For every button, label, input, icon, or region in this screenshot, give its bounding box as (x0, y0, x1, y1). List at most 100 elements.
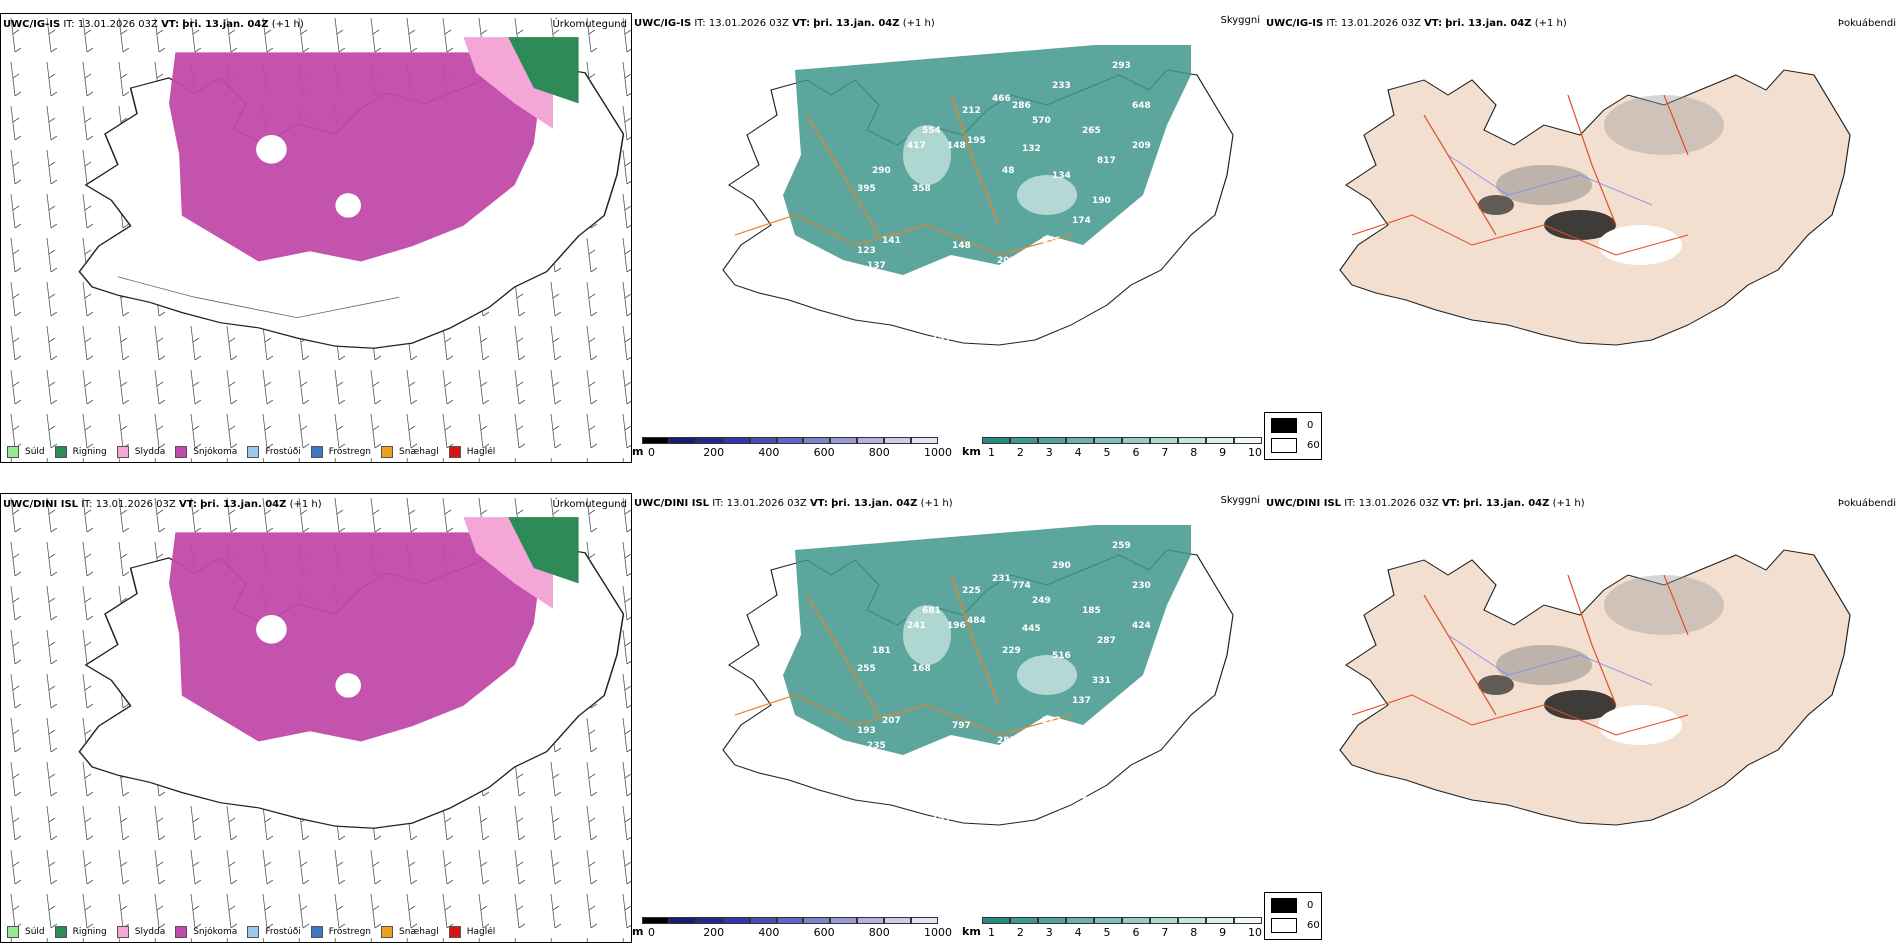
terrain-height-label: 484 (967, 616, 986, 626)
terrain-height-label: 249 (1112, 741, 1131, 751)
terrain-height-label: 290 (872, 166, 891, 176)
colorbar-segment (1178, 437, 1206, 444)
colorbar-tick-label: 7 (1161, 926, 1169, 939)
colorbar-tick-label: 2 (1016, 926, 1024, 939)
terrain-height-label: 185 (1082, 606, 1101, 616)
fog-map-row2 (1339, 549, 1851, 826)
terrain-height-label: 265 (1082, 126, 1101, 136)
terrain-height-label: 293 (1112, 61, 1131, 71)
terrain-height-label: 290 (1052, 561, 1071, 571)
vis-colorbar-row1: km 1 2 3 4 5 6 7 8 9 10 (962, 437, 1262, 463)
precip-header-row1: UWC/IG-IS IT: 13.01.2026 03Z VT: þri. 13… (3, 19, 304, 30)
colorbar-segment (884, 917, 912, 924)
colorbar-segment (803, 437, 831, 444)
legend-swatch (448, 446, 461, 458)
terrain-height-label: 175 (922, 266, 941, 276)
colorbar-tick-label: 7 (1161, 446, 1169, 459)
colorbar-segment (1122, 437, 1150, 444)
colorbar-segment (911, 917, 938, 924)
colorbar-tick-label: 8 (1190, 926, 1198, 939)
terrain-height-label: 163 (922, 746, 941, 756)
precip-legend-row1: Súld Rigning Slydda Snjókoma Frostúði Fr… (7, 446, 495, 458)
terrain-height-label: 205 (1032, 266, 1051, 276)
legend-swatch (247, 446, 260, 458)
vis-panel-row1: 293 648 233 286 466 212 554 417 148 195 570 132 265 8… (632, 13, 1264, 463)
terrain-height-label: 141 (882, 236, 901, 246)
colorbar-tick-label: 200 (703, 446, 725, 459)
terrain-height-label: 570 (1032, 116, 1051, 126)
terrain-height-label: 203 (997, 256, 1016, 266)
terrain-height-label: 193 (857, 726, 876, 736)
colorbar-segment (1206, 917, 1234, 924)
terrain-height-label: 231 (992, 574, 1011, 584)
colorbar-segment (1094, 917, 1122, 924)
terrain-height-label: 225 (962, 586, 981, 596)
colorbar-segment (857, 917, 885, 924)
terrain-height-label: 121 (932, 816, 951, 826)
colorbar-tick-label: 0 (648, 446, 655, 459)
precip-header-row2: UWC/DINI ISL IT: 13.01.2026 03Z VT: þri.… (3, 499, 322, 510)
colorbar-tick-label: 800 (868, 926, 890, 939)
terrain-height-label: 190 (1092, 196, 1111, 206)
terrain-height-label: 230 (1132, 581, 1151, 591)
legend-swatch (381, 446, 394, 458)
terrain-height-label: 336 (1042, 236, 1061, 246)
terrain-height-label: 207 (882, 716, 901, 726)
colorbar-segment (642, 437, 669, 444)
fog-header-row1: UWC/IG-IS IT: 13.01.2026 03Z VT: þri. 13… (1266, 18, 1567, 29)
snow-area (169, 52, 541, 262)
colorbar-tick-label: 1 (988, 926, 995, 939)
colorbar-segment (857, 437, 885, 444)
road-network (734, 94, 1072, 256)
terrain-height-label: 817 (1097, 156, 1116, 166)
terrain-height-label: 554 (922, 126, 941, 136)
colorbar-segment (695, 437, 723, 444)
colorbar-segment (695, 917, 723, 924)
colorbar-segment (749, 917, 777, 924)
precip-legend-row2: Súld Rigning Slydda Snjókoma Frostúði Fr… (7, 926, 495, 938)
terrain-height-label: 233 (1052, 81, 1071, 91)
terrain-height-label: 212 (962, 106, 981, 116)
terrain-height-label: 331 (1092, 676, 1111, 686)
low-visibility-area (783, 45, 1191, 275)
terrain-height-label: 648 (1132, 101, 1151, 111)
fog-legend-row1: 0 60 (1264, 412, 1322, 460)
colorbar-segment (749, 437, 777, 444)
colorbar-tick-label: 8 (1190, 446, 1198, 459)
colorbar-segment (722, 437, 750, 444)
precip-map-row2 (1, 494, 631, 942)
colorbar-segment (668, 437, 696, 444)
terrain-height-label: 170 (1112, 261, 1131, 271)
terrain-height-label: 134 (1052, 171, 1071, 181)
fog-title-row2: Þokuábendi (1837, 498, 1896, 509)
terrain-height-label: 131 (932, 336, 951, 346)
colorbar-segment (1066, 917, 1094, 924)
colorbar-segment (982, 917, 1010, 924)
terrain-height-label: 137 (867, 261, 886, 271)
fog-legend-row2: 0 60 (1264, 892, 1322, 940)
colorbar-segment (1150, 917, 1178, 924)
vis-title-row1: Skyggni (1220, 15, 1260, 26)
fog-title-row1: Þokuábendi (1837, 18, 1896, 29)
colorbar-segment (911, 437, 938, 444)
colorbar-segment (1010, 917, 1038, 924)
terrain-height-label: 287 (1097, 636, 1116, 646)
colorbar-segment (1010, 437, 1038, 444)
colorbar-tick-label: 200 (703, 926, 725, 939)
terrain-height-label: 286 (1012, 101, 1031, 111)
vis-panel-row2: 259 230 290 774 231 225 681 241 196 484 249 445 185 2… (632, 493, 1264, 943)
terrain-height-label: 358 (912, 184, 931, 194)
colorbar-segment (642, 917, 669, 924)
terrain-height-label: 196 (1062, 741, 1081, 751)
colorbar-segment (1038, 437, 1066, 444)
colorbar-tick-label: 600 (813, 926, 835, 939)
precip-panel-row2: UWC/DINI ISL IT: 13.01.2026 03Z VT: þri.… (0, 493, 632, 943)
terrain-height-label: 229 (1002, 646, 1021, 656)
terrain-height-label: 797 (952, 721, 971, 731)
vis-colorbar-row2: km 1 2 3 4 5 6 7 8 9 10 (962, 917, 1262, 943)
terrain-height-label: 100 (952, 321, 971, 331)
colorbar-segment (668, 917, 696, 924)
